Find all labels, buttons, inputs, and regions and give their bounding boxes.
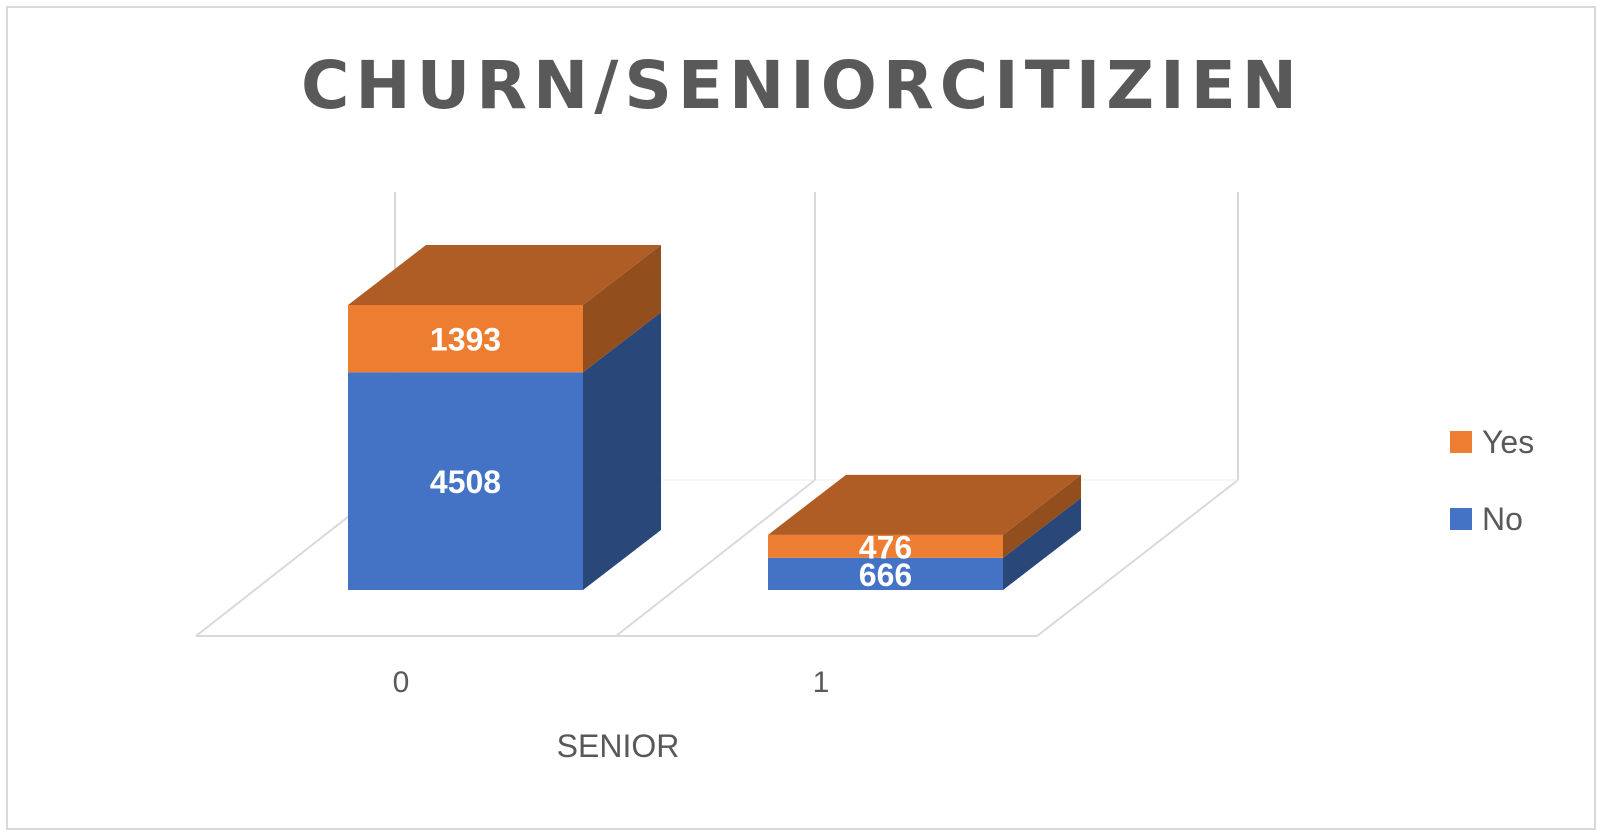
data-label-yes-0: 1393 xyxy=(430,322,501,358)
legend-label-no: No xyxy=(1482,501,1523,537)
bar-side-yes-1 xyxy=(1003,474,1081,558)
bar-top-0 xyxy=(348,245,661,305)
bar-front-yes-0 xyxy=(348,305,583,373)
x-axis-title: SENIOR xyxy=(557,728,680,764)
bar-front-yes-1 xyxy=(768,534,1003,558)
legend: Yes No xyxy=(1450,424,1534,537)
bar-front-no-0 xyxy=(348,372,583,590)
chart-frame xyxy=(6,6,1596,830)
legend-swatch-yes xyxy=(1450,431,1472,453)
bar-no-0 xyxy=(348,312,661,590)
bar-no-1 xyxy=(768,497,1081,590)
bar-side-yes-0 xyxy=(583,245,661,373)
bar-side-no-1 xyxy=(1003,497,1081,590)
bar-yes-0 xyxy=(348,245,661,373)
legend-swatch-no xyxy=(1450,508,1472,530)
chart-title: CHURN/SENIORCITIZIEN xyxy=(301,47,1303,124)
floor-divider xyxy=(615,479,816,637)
data-label-no-1: 666 xyxy=(859,557,912,593)
bar-front-no-1 xyxy=(768,557,1003,590)
data-label-yes-1: 476 xyxy=(859,529,912,565)
legend-label-yes: Yes xyxy=(1482,424,1534,460)
floor-front-edge xyxy=(196,479,1239,637)
data-label-no-0: 4508 xyxy=(430,464,501,500)
x-tick-0: 0 xyxy=(393,666,410,699)
bar-side-no-0 xyxy=(583,312,661,590)
x-tick-1: 1 xyxy=(813,666,830,699)
bar-yes-1 xyxy=(768,474,1081,558)
bar-top-1 xyxy=(768,474,1081,535)
chart-bars xyxy=(348,245,1081,590)
